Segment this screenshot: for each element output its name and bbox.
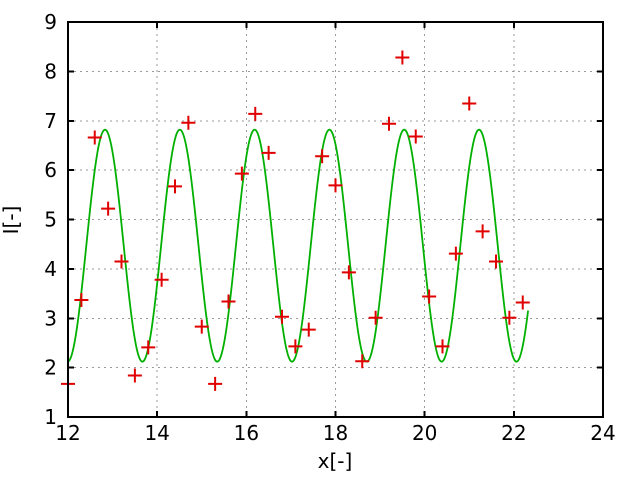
- y-tick-label: 2: [44, 356, 57, 380]
- data-point-marker: [194, 319, 209, 334]
- fit-curve: [67, 128, 529, 363]
- y-axis-title: I[-]: [0, 206, 23, 235]
- data-point-marker: [341, 265, 356, 280]
- data-point-marker: [114, 254, 129, 269]
- data-point-marker: [275, 309, 289, 324]
- y-tick-label: 8: [44, 59, 57, 83]
- x-tick-label: 12: [55, 421, 80, 445]
- y-tick-label: 3: [44, 306, 57, 330]
- y-tick-label: 9: [44, 10, 57, 34]
- data-point-marker: [515, 295, 530, 310]
- curve-layer: [67, 128, 529, 363]
- data-point-marker: [408, 129, 423, 144]
- x-tick-label: 24: [590, 421, 615, 445]
- data-point-marker: [168, 179, 182, 194]
- x-tick-label: 14: [144, 421, 169, 445]
- data-point-marker: [74, 292, 89, 307]
- x-tick-label: 16: [234, 421, 259, 445]
- data-point-marker: [382, 116, 396, 131]
- data-point-marker: [355, 354, 370, 369]
- data-point-marker: [328, 178, 343, 193]
- data-point-marker: [248, 106, 263, 121]
- data-point-marker: [475, 224, 490, 239]
- marker-layer: [61, 50, 530, 391]
- data-point-marker: [141, 340, 156, 355]
- data-point-marker: [489, 254, 503, 269]
- data-point-marker: [101, 201, 116, 216]
- data-point-marker: [462, 96, 477, 111]
- data-point-marker: [368, 310, 383, 325]
- data-point-marker: [435, 339, 450, 354]
- x-tick-label: 22: [501, 421, 526, 445]
- data-point-marker: [154, 272, 169, 287]
- data-point-marker: [502, 310, 517, 325]
- x-axis-title: x[-]: [318, 449, 353, 473]
- data-point-marker: [315, 149, 330, 164]
- data-point-marker: [208, 376, 223, 391]
- data-point-marker: [221, 294, 236, 309]
- y-tick-label: 6: [44, 158, 57, 182]
- x-tick-label: 18: [323, 421, 348, 445]
- data-point-marker: [395, 50, 410, 65]
- grid-layer: [68, 22, 603, 417]
- y-tick-label: 1: [44, 405, 57, 429]
- data-point-marker: [127, 368, 142, 383]
- axis-layer: [67, 21, 604, 418]
- data-point-marker: [288, 339, 303, 354]
- plot-border: [67, 21, 604, 418]
- data-point-marker: [181, 115, 196, 130]
- y-tick-label: 4: [44, 257, 57, 281]
- data-point-marker: [261, 145, 276, 160]
- data-point-marker: [301, 322, 316, 337]
- data-point-marker: [87, 130, 102, 145]
- x-tick-label: 20: [412, 421, 437, 445]
- data-point-marker: [234, 166, 249, 181]
- data-point-marker: [422, 289, 437, 304]
- data-point-marker: [448, 246, 463, 261]
- y-tick-label: 7: [44, 109, 57, 133]
- y-tick-label: 5: [44, 208, 57, 232]
